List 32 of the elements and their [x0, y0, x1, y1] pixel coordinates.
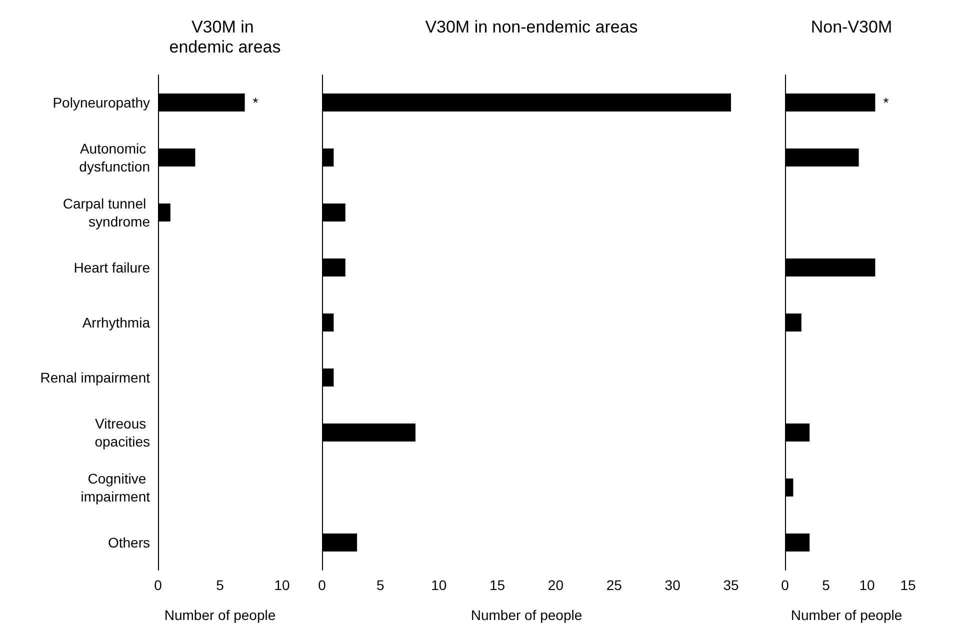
x-tick-label: 10 [859, 577, 875, 593]
x-tick-label: 20 [548, 577, 564, 593]
x-tick-label: 35 [723, 577, 739, 593]
x-axis-title: Number of people [164, 607, 276, 623]
chart-title: V30M in endemic areas [169, 18, 281, 56]
x-tick-label: 0 [781, 577, 790, 593]
y-tick-label: Arrhythmia [82, 314, 150, 330]
x-tick-label: 5 [216, 577, 224, 593]
y-tick-label: Heart failure [74, 260, 150, 276]
y-tick-label: Renal impairment [40, 370, 150, 386]
x-tick-label: 0 [318, 577, 326, 593]
y-tick-label: Vitreous opacities [94, 416, 150, 450]
y-tick-label: Cognitive impairment [80, 470, 150, 504]
x-axis-title: Number of people [470, 607, 582, 623]
chart-title: V30M in non-endemic areas [425, 18, 638, 36]
y-tick-label: Others [108, 534, 150, 550]
annotation: * [252, 94, 259, 110]
y-tick-label: Autonomic dysfunction [79, 140, 150, 174]
chart-title: Non-V30M [810, 18, 892, 36]
x-tick-label: 5 [822, 577, 830, 593]
x-tick-label: 5 [376, 577, 385, 593]
x-tick-label: 15 [900, 577, 916, 593]
x-tick-label: 10 [274, 577, 290, 593]
x-axis-title: Number of people [790, 607, 902, 623]
y-tick-label: Polyneuropathy [52, 94, 150, 110]
annotation: * [883, 94, 890, 110]
y-tick-label: Carpal tunnel syndrome [62, 196, 150, 230]
x-tick-label: 25 [606, 577, 622, 593]
x-tick-label: 10 [431, 577, 447, 593]
x-tick-label: 30 [664, 577, 681, 593]
x-tick-label: 0 [154, 577, 162, 593]
x-tick-label: 15 [489, 577, 506, 593]
